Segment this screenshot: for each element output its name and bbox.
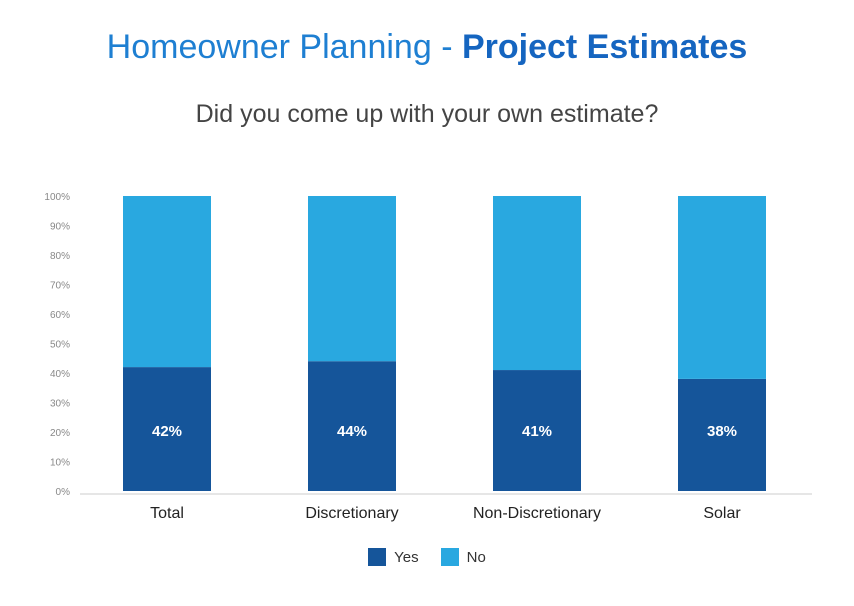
y-tick-label: 20% (50, 428, 70, 439)
data-label: 42% (152, 423, 182, 440)
chart-title: Homeowner Planning - Project Estimates (0, 28, 854, 67)
bar-yes (493, 370, 581, 491)
y-tick-label: 0% (56, 487, 71, 498)
bar-no (123, 196, 211, 368)
chart-title-emphasis: Project Estimates (461, 28, 748, 66)
legend-label-no: No (466, 548, 486, 566)
bar-yes (678, 378, 766, 491)
bar-no (308, 196, 396, 362)
category-label: Discretionary (305, 505, 398, 522)
chart-title-main: Homeowner Planning - (106, 28, 462, 66)
legend-item-yes: Yes (368, 548, 419, 566)
y-tick-label: 50% (50, 340, 70, 351)
data-label: 44% (337, 423, 367, 440)
y-tick-label: 100% (44, 192, 70, 203)
y-tick-label: 80% (50, 251, 70, 262)
data-label: 41% (522, 423, 552, 440)
legend-swatch-yes (368, 548, 387, 566)
category-label: Non-Discretionary (473, 505, 601, 522)
data-label: 38% (707, 423, 737, 440)
y-axis: 0% 10% 20% 30% 40% 50% 60% 70% 80% 90% 100% (44, 192, 70, 498)
bars: 42% 44% 41% 38% (123, 196, 766, 491)
bar-no (678, 196, 766, 379)
bar-no (493, 196, 581, 371)
bar-yes (308, 361, 396, 491)
y-tick-label: 70% (50, 281, 70, 292)
chart-subtitle: Did you come up with your own estimate? (195, 100, 659, 128)
y-tick-label: 60% (50, 310, 70, 321)
y-tick-label: 30% (50, 399, 70, 410)
legend: Yes No (0, 548, 854, 566)
y-tick-label: 90% (50, 222, 70, 233)
category-label: Total (150, 505, 184, 522)
y-tick-label: 10% (50, 458, 70, 469)
x-axis: Total Discretionary Non-Discretionary Solar (150, 505, 741, 522)
legend-item-no: No (440, 548, 486, 566)
legend-swatch-no (440, 548, 459, 566)
bar-yes (123, 367, 211, 491)
legend-label-yes: Yes (394, 548, 419, 566)
y-tick-label: 40% (50, 369, 70, 380)
category-label: Solar (703, 505, 741, 522)
